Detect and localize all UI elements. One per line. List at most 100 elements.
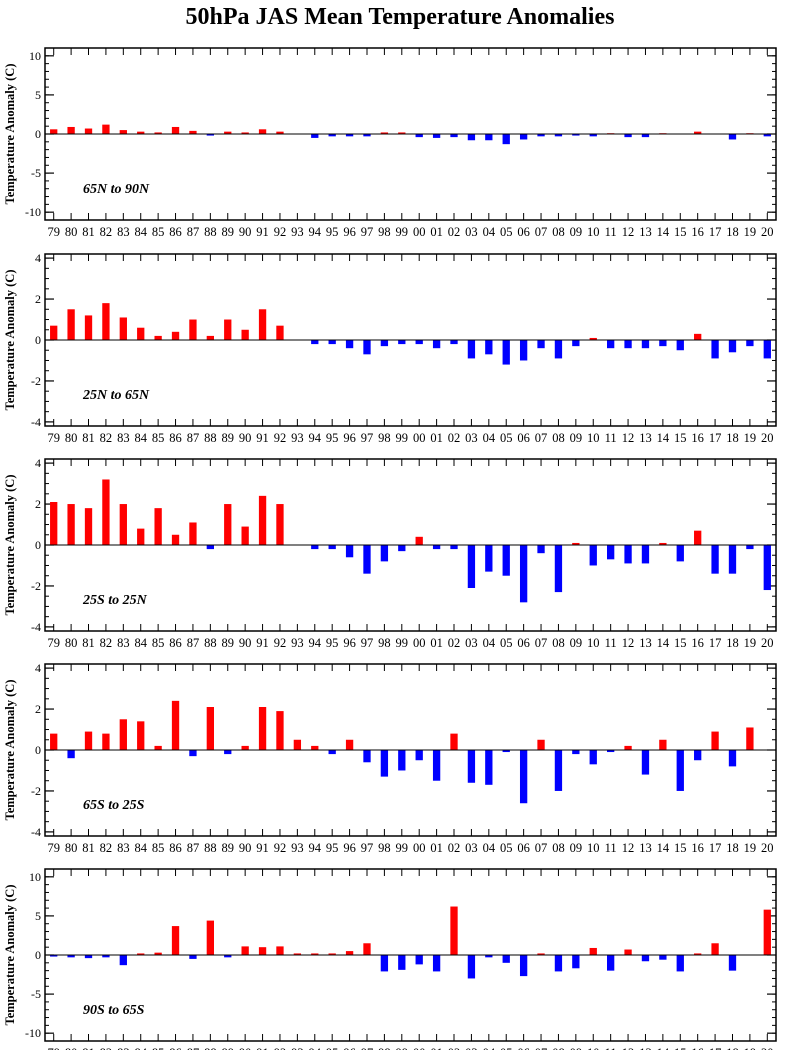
x-tick-label: 09 [570, 1046, 583, 1050]
bar-00 [415, 340, 423, 345]
x-tick-label: 97 [361, 431, 374, 445]
x-tick-label: 20 [761, 636, 774, 650]
bar-05 [502, 545, 510, 576]
x-tick-label: 91 [256, 636, 269, 650]
x-tick-label: 81 [82, 1046, 95, 1050]
x-tick-label: 08 [552, 225, 565, 239]
x-tick-label: 94 [309, 1046, 322, 1050]
x-tick-label: 98 [378, 1046, 391, 1050]
x-tick-label: 20 [761, 1046, 774, 1050]
y-tick-label: 4 [35, 251, 41, 265]
x-tick-label: 91 [256, 225, 269, 239]
x-tick-label: 94 [309, 841, 322, 855]
x-tick-label: 12 [622, 225, 635, 239]
bar-80 [67, 750, 75, 759]
x-tick-label: 12 [622, 1046, 635, 1050]
x-tick-label: 05 [500, 636, 513, 650]
region-label: 90S to 65S [83, 1003, 145, 1018]
bar-11 [606, 955, 615, 971]
bar-83 [119, 719, 127, 750]
bar-10 [589, 545, 597, 566]
x-tick-label: 99 [396, 636, 409, 650]
y-axis-label: Temperature Anomaly (C) [3, 885, 17, 1026]
x-tick-label: 92 [274, 431, 287, 445]
x-tick-label: 10 [587, 431, 600, 445]
x-tick-label: 93 [291, 841, 304, 855]
bar-85 [154, 952, 162, 955]
x-tick-label: 93 [291, 1046, 304, 1050]
bar-08 [554, 750, 563, 791]
bar-96 [345, 340, 354, 349]
bar-20 [763, 134, 771, 137]
bar-04 [485, 955, 493, 958]
x-tick-label: 16 [691, 1046, 704, 1050]
x-tick-label: 11 [605, 841, 617, 855]
bar-80 [67, 504, 75, 545]
bar-03 [467, 955, 476, 979]
bar-86 [171, 534, 180, 545]
bar-05 [502, 750, 510, 753]
bar-19 [746, 727, 754, 750]
x-tick-label: 11 [605, 636, 617, 650]
x-tick-label: 13 [639, 1046, 652, 1050]
bar-00 [415, 134, 423, 138]
x-tick-label: 03 [465, 841, 478, 855]
bar-94 [311, 340, 319, 345]
y-tick-label: -4 [31, 415, 41, 429]
x-tick-label: 79 [47, 636, 60, 650]
y-tick-label: -5 [31, 987, 41, 1001]
bar-98 [380, 955, 389, 972]
bar-07 [537, 340, 545, 349]
x-tick-label: 15 [674, 841, 687, 855]
bar-08 [554, 545, 563, 593]
bar-85 [154, 132, 162, 134]
x-tick-label: 83 [117, 636, 130, 650]
bar-07 [537, 739, 545, 750]
bar-83 [119, 504, 127, 545]
region-label: 25S to 25N [82, 593, 148, 608]
x-tick-label: 18 [726, 636, 739, 650]
x-tick-label: 90 [239, 225, 252, 239]
x-tick-label: 06 [517, 841, 530, 855]
bar-82 [102, 124, 110, 134]
x-tick-label: 86 [169, 1046, 182, 1050]
x-tick-label: 86 [169, 225, 182, 239]
y-tick-label: -10 [25, 1026, 41, 1040]
bar-02 [450, 906, 458, 955]
x-tick-label: 03 [465, 225, 478, 239]
x-tick-label: 88 [204, 841, 217, 855]
bar-91 [258, 707, 267, 750]
x-tick-label: 09 [570, 431, 583, 445]
x-tick-label: 06 [517, 636, 530, 650]
x-tick-label: 92 [274, 1046, 287, 1050]
bar-92 [276, 711, 284, 750]
bar-16 [694, 530, 702, 545]
bar-03 [467, 545, 476, 588]
bar-18 [728, 134, 737, 140]
bar-05 [502, 134, 510, 145]
x-tick-label: 93 [291, 636, 304, 650]
x-tick-label: 98 [378, 431, 391, 445]
x-tick-label: 13 [639, 225, 652, 239]
x-tick-label: 11 [605, 1046, 617, 1050]
bar-15 [676, 340, 684, 351]
x-tick-label: 02 [448, 225, 461, 239]
x-tick-label: 05 [500, 431, 513, 445]
bar-00 [415, 750, 423, 761]
x-tick-label: 04 [483, 1046, 496, 1050]
x-tick-label: 17 [709, 1046, 722, 1050]
x-tick-label: 84 [134, 841, 147, 855]
bar-97 [363, 340, 371, 355]
bar-03 [467, 750, 476, 783]
x-tick-label: 84 [134, 636, 147, 650]
x-tick-label: 99 [396, 841, 409, 855]
x-tick-label: 00 [413, 636, 426, 650]
x-tick-label: 07 [535, 225, 548, 239]
x-tick-label: 01 [430, 841, 443, 855]
x-tick-label: 97 [361, 225, 374, 239]
y-tick-label: -2 [31, 374, 41, 388]
x-tick-label: 82 [100, 1046, 113, 1050]
x-tick-label: 87 [187, 1046, 200, 1050]
